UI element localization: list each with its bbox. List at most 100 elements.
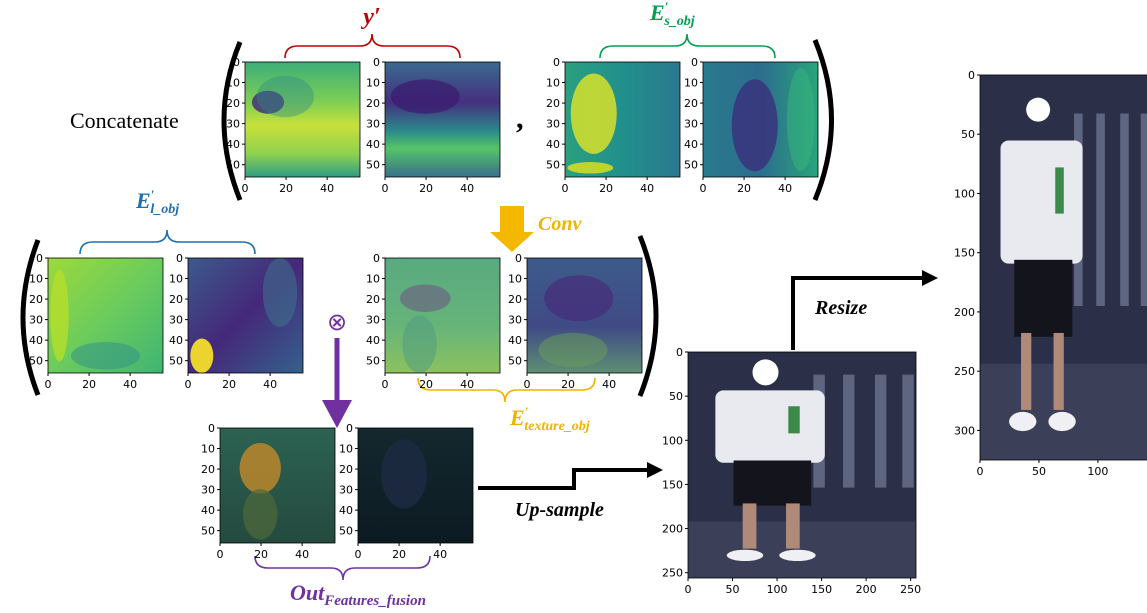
y-tick-label: 0: [233, 56, 240, 69]
e-texture-obj-label: E′texture_obj: [509, 404, 590, 434]
x-tick-label: 0: [217, 548, 224, 561]
y-tick-label: 50: [339, 525, 353, 538]
label-prime: ′: [525, 404, 529, 419]
shoe: [1009, 412, 1036, 431]
y-tick-label: 0: [373, 252, 380, 265]
heatmap-region: [243, 489, 278, 540]
e-s-obj-label: E′s_obj: [649, 0, 695, 29]
y-tick-label: 40: [29, 334, 43, 347]
shoe: [1048, 412, 1075, 431]
heatmap: [220, 428, 335, 543]
label-prime: ′: [151, 187, 155, 202]
y-tick-label: 10: [684, 77, 698, 90]
heatmap: [385, 62, 500, 177]
y-tick-label: 50: [226, 159, 240, 172]
plot-panel: 050100050100150200250300: [954, 69, 1147, 478]
y-tick-label: 150: [954, 247, 975, 260]
y-tick-label: 20: [366, 293, 380, 306]
y-tick-label: 20: [366, 97, 380, 110]
figure: Concatenate , y′ E′s_obj E′l_obj E′textu…: [0, 0, 1147, 613]
y-tick-label: 40: [546, 138, 560, 151]
y-tick-label: 40: [201, 504, 215, 517]
heatmap-region: [263, 258, 298, 327]
wall-panel: [1120, 114, 1129, 307]
up-sample-label: Up-sample: [515, 499, 604, 521]
x-tick-label: 0: [700, 182, 707, 195]
x-tick-label: 0: [242, 182, 249, 195]
y-tick-label: 0: [346, 422, 353, 435]
label-sub: l_obj: [150, 202, 179, 217]
y-tick-label: 30: [366, 118, 380, 131]
shorts: [1014, 260, 1072, 337]
y-tick-label: 30: [546, 118, 560, 131]
x-tick-label: 20: [737, 182, 751, 195]
y-tick-label: 40: [366, 138, 380, 151]
x-tick-label: 0: [382, 182, 389, 195]
y-tick-label: 30: [508, 314, 522, 327]
x-tick-label: 100: [767, 583, 788, 596]
shoe: [727, 550, 763, 561]
label-base: E: [509, 405, 525, 430]
heatmap-region: [402, 316, 437, 374]
y-tick-label: 0: [176, 252, 183, 265]
heatmap-region: [400, 284, 451, 312]
y-prime-label: y′: [360, 4, 380, 30]
label-prime: ′: [665, 0, 669, 14]
x-tick-label: 0: [185, 378, 192, 391]
out-label: OutFeatures_fusion: [290, 580, 426, 609]
heatmap-region: [544, 275, 613, 321]
conv-label: Conv: [538, 213, 582, 235]
y-tick-label: 30: [684, 118, 698, 131]
x-tick-label: 20: [279, 182, 293, 195]
y-tick-label: 50: [169, 355, 183, 368]
x-tick-label: 0: [524, 378, 531, 391]
heatmap-region: [787, 68, 815, 172]
y-tick-label: 50: [29, 355, 43, 368]
y-tick-label: 50: [201, 525, 215, 538]
plot-panel: 0204001020304050: [546, 56, 680, 195]
y-tick-label: 0: [373, 56, 380, 69]
y-tick-label: 50: [684, 159, 698, 172]
x-tick-label: 0: [382, 378, 389, 391]
x-tick-label: 40: [460, 182, 474, 195]
wall-panel: [1141, 114, 1147, 307]
y-tick-label: 20: [546, 97, 560, 110]
y-tick-label: 20: [684, 97, 698, 110]
floor: [688, 522, 916, 579]
y-tick-label: 150: [662, 478, 683, 491]
label-sub: texture_obj: [524, 419, 589, 434]
leg: [1021, 333, 1031, 410]
x-tick-label: 40: [263, 378, 277, 391]
y-tick-label: 20: [339, 463, 353, 476]
y-tick-label: 100: [954, 187, 975, 200]
y-tick-label: 40: [508, 334, 522, 347]
y-tick-label: 20: [29, 293, 43, 306]
heatmap-region: [240, 443, 281, 494]
heatmap-region: [257, 76, 315, 117]
x-tick-label: 40: [433, 548, 447, 561]
shorts: [734, 460, 812, 505]
x-tick-label: 40: [778, 182, 792, 195]
x-tick-label: 50: [726, 583, 740, 596]
y-tick-label: 250: [954, 365, 975, 378]
x-tick-label: 20: [82, 378, 96, 391]
heatmap-region: [391, 79, 460, 114]
y-tick-label: 0: [515, 252, 522, 265]
y-tick-label: 40: [226, 138, 240, 151]
x-tick-label: 20: [392, 548, 406, 561]
wall-panel: [902, 375, 913, 488]
y-tick-label: 50: [546, 159, 560, 172]
resize-label: Resize: [814, 297, 867, 319]
y-tick-label: 10: [226, 77, 240, 90]
plot-panel: 0204001020304050: [201, 422, 335, 561]
y-tick-label: 10: [366, 273, 380, 286]
x-tick-label: 0: [45, 378, 52, 391]
wall-panel: [1096, 114, 1105, 307]
plot-panel: 0204001020304050: [366, 252, 500, 391]
y-tick-label: 10: [29, 273, 43, 286]
wall-panel: [875, 375, 886, 488]
